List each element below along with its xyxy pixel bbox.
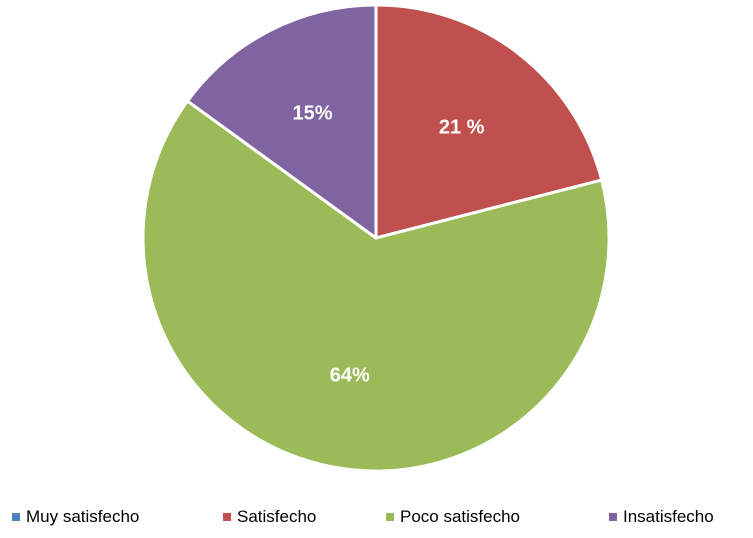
pie-slice-satisfecho [374, 3, 604, 240]
legend-swatch-satisfecho [223, 513, 231, 521]
legend-swatch-muy-satisfecho [12, 513, 20, 521]
data-label-poco-satisfecho: 64% [330, 364, 370, 386]
legend-item-poco-satisfecho: Poco satisfecho [386, 507, 520, 527]
legend: Muy satisfecho Satisfecho Poco satisfech… [0, 507, 753, 537]
pie-slice-insatisfecho [185, 3, 378, 240]
legend-item-satisfecho: Satisfecho [223, 507, 316, 527]
legend-swatch-insatisfecho [609, 513, 617, 521]
legend-label-satisfecho: Satisfecho [237, 507, 317, 526]
legend-item-insatisfecho: Insatisfecho [609, 507, 714, 527]
legend-label-insatisfecho: Insatisfecho [623, 507, 714, 526]
pie-slice-poco-satisfecho [141, 99, 611, 473]
legend-swatch-poco-satisfecho [386, 513, 394, 521]
data-label-satisfecho: 21 % [439, 117, 485, 139]
legend-item-muy-satisfecho: Muy satisfecho [12, 507, 139, 527]
legend-label-poco-satisfecho: Poco satisfecho [400, 507, 521, 526]
data-label-insatisfecho: 15% [293, 102, 333, 124]
legend-label-muy-satisfecho: Muy satisfecho [26, 507, 140, 526]
pie-data-labels: 21 % 64% 15% [293, 102, 485, 386]
pie-slices [141, 3, 611, 473]
